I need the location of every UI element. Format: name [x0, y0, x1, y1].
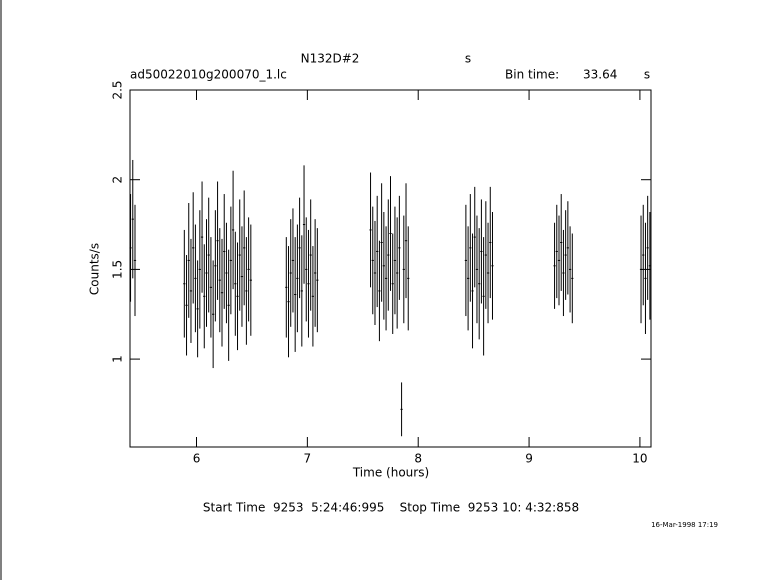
- y-tick-label: 2: [111, 176, 125, 184]
- bin-unit: s: [644, 68, 650, 82]
- plot-frame: [129, 89, 652, 448]
- y-axis-label: Counts/s: [88, 243, 102, 295]
- title-unit: s: [465, 52, 471, 66]
- x-axis-label: Time (hours): [352, 466, 429, 480]
- bin-label: Bin time:: [505, 68, 559, 82]
- x-tick-label: 10: [632, 452, 647, 466]
- x-tick-label: 8: [414, 452, 422, 466]
- footer: Start Time 9253 5:24:46:995 Stop Time 92…: [203, 501, 579, 515]
- x-tick-label: 9: [525, 452, 533, 466]
- file-label: ad50022010g200070_1.lc: [130, 68, 287, 82]
- x-tick-label: 7: [304, 452, 312, 466]
- y-tick-label: 1.5: [111, 260, 125, 279]
- chart-title: N132D#2: [301, 52, 360, 66]
- y-tick-label: 1: [111, 355, 125, 363]
- y-tick-label: 2.5: [111, 80, 125, 99]
- bin-time: 33.64: [583, 68, 617, 82]
- x-tick-label: 6: [193, 452, 201, 466]
- timestamp: 16-Mar-1998 17:19: [651, 521, 718, 529]
